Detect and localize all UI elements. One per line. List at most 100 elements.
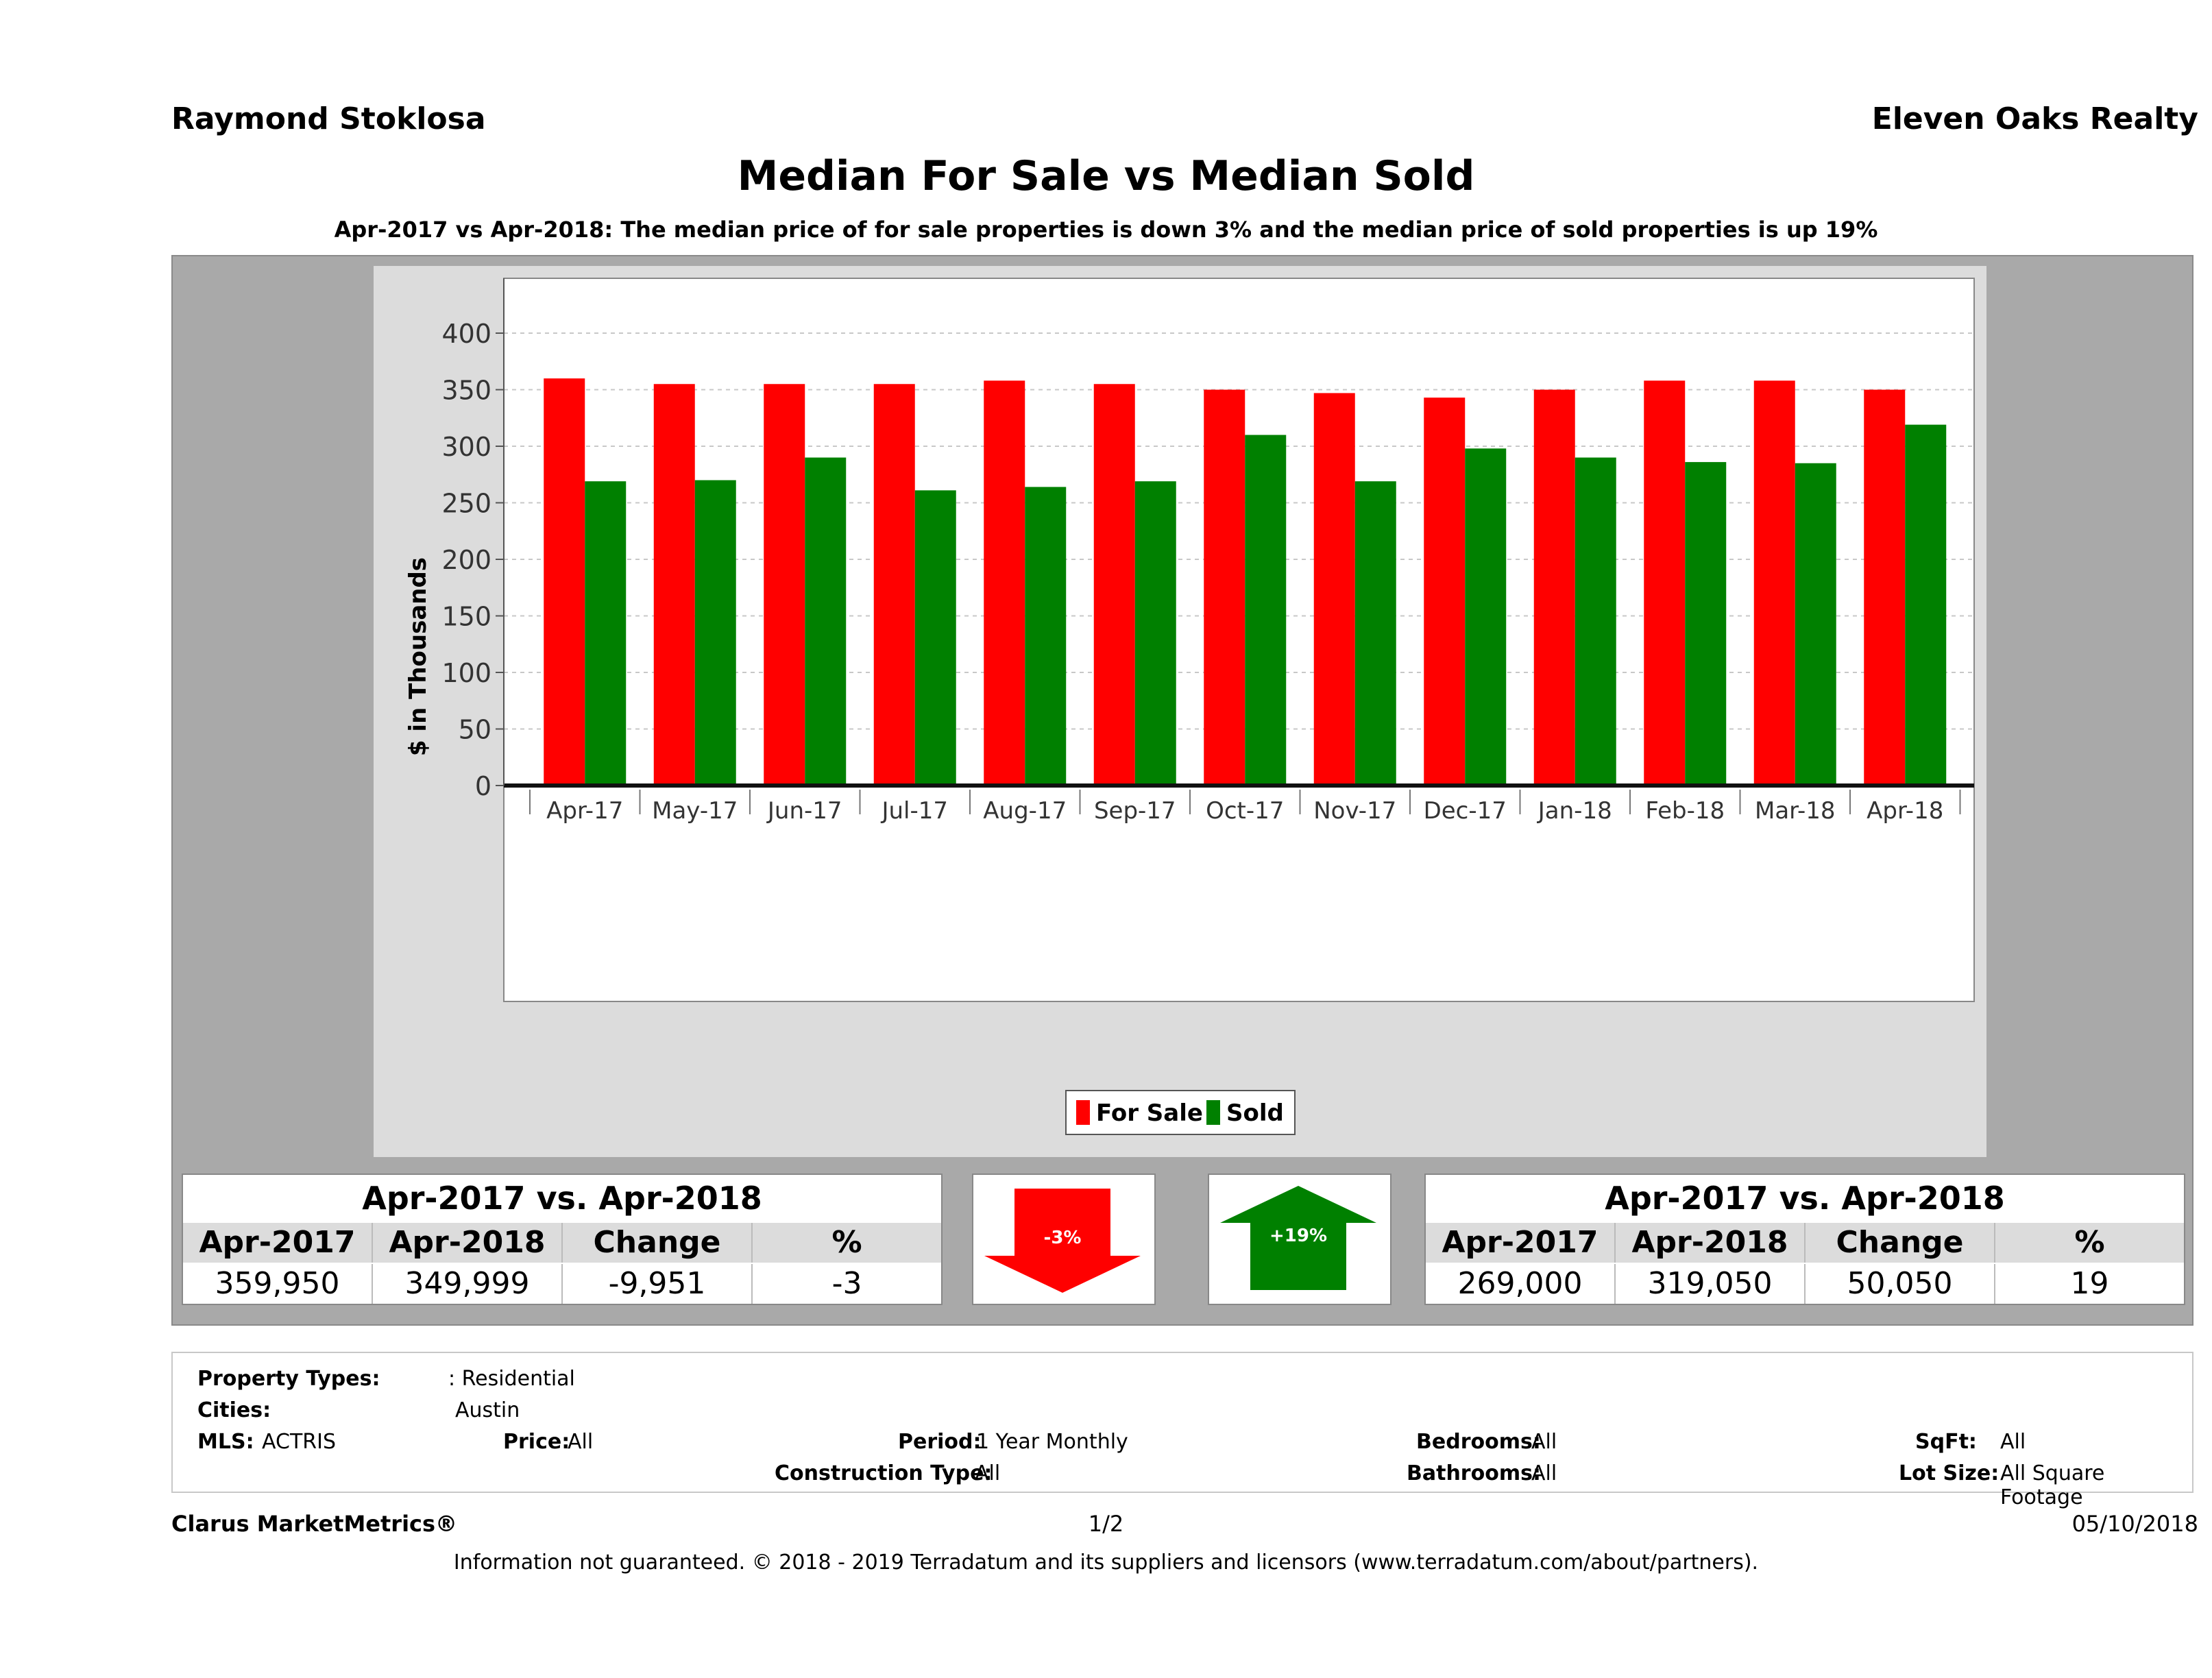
y-tick-label: 0 — [475, 771, 491, 801]
agent-name: Raymond Stoklosa — [171, 101, 486, 136]
bar-sold — [1685, 462, 1727, 786]
x-tick-label: Jun-17 — [766, 797, 842, 825]
legend: For Sale Sold — [1065, 1090, 1296, 1135]
cities-label: Cities: — [197, 1398, 271, 1422]
legend-label-sold: Sold — [1226, 1099, 1284, 1127]
bars — [544, 378, 1947, 786]
legend-box — [1065, 1090, 1296, 1135]
summary-header-row: Apr-2017 Apr-2018 Change % — [183, 1223, 941, 1263]
legend-swatch-sold — [1206, 1100, 1220, 1125]
y-tick-label: 250 — [441, 489, 491, 519]
property-types-label: Property Types: — [197, 1367, 380, 1391]
period-value: 1 Year Monthly — [976, 1430, 1128, 1454]
summary-value: 269,000 — [1426, 1264, 1616, 1304]
report-date: 05/10/2018 — [2071, 1511, 2198, 1537]
summary-value: 359,950 — [183, 1264, 373, 1304]
summary-col-header: Apr-2017 — [183, 1223, 373, 1263]
bar-for-sale — [873, 384, 915, 786]
summary-value: 50,050 — [1806, 1264, 1995, 1304]
x-tick-label: Jul-17 — [880, 797, 948, 825]
up-arrow-icon: +19% — [1220, 1186, 1376, 1290]
summary-col-header: Change — [563, 1223, 753, 1263]
cities-value: Austin — [455, 1398, 520, 1422]
summary-heading: Apr-2017 vs. Apr-2018 — [1605, 1180, 2005, 1217]
page-number: 1/2 — [1088, 1511, 1124, 1537]
sold-summary-table: Apr-2017 vs. Apr-2018 Apr-2017 Apr-2018 … — [1424, 1174, 2185, 1305]
bar-chart: 0 50 100 150 200 250 300 350 400 Apr-17 May-17 Jun-… — [404, 278, 1975, 1135]
bar-sold — [805, 457, 847, 786]
construction-type-value: All — [975, 1461, 1001, 1485]
bar-for-sale — [1753, 380, 1795, 786]
bathrooms-value: All — [1531, 1461, 1557, 1485]
bar-for-sale — [764, 384, 805, 786]
bar-for-sale — [544, 378, 585, 786]
summary-value-row: 359,950 349,999 -9,951 -3 — [183, 1264, 941, 1304]
axes: 0 50 100 150 200 250 300 350 400 Apr-17 May-17 Jun-… — [441, 278, 1974, 825]
x-tick-label: Dec-17 — [1424, 797, 1507, 825]
page-title: Median For Sale vs Median Sold — [737, 152, 1475, 200]
bar-sold — [914, 490, 956, 786]
mls-label: MLS: — [197, 1430, 254, 1454]
summary-value: 19 — [2070, 1266, 2109, 1301]
filter-criteria-panel: Property Types: : Residential Cities: Au… — [171, 1352, 2193, 1509]
for-sale-summary-table: Apr-2017 vs. Apr-2018 Apr-2017 Apr-2018 … — [182, 1174, 943, 1305]
company-name: Eleven Oaks Realty — [1871, 101, 2198, 136]
y-tick-label: 150 — [441, 602, 491, 632]
bar-sold — [585, 481, 627, 786]
disclaimer: Information not guaranteed. © 2018 - 201… — [453, 1551, 1759, 1574]
bar-sold — [1905, 424, 1947, 786]
summary-col-header: % — [831, 1225, 862, 1260]
bar-for-sale — [1533, 389, 1575, 786]
summary-col-header: Apr-2018 — [373, 1223, 563, 1263]
bar-sold — [1134, 481, 1176, 786]
bar-for-sale — [1864, 389, 1906, 786]
bar-for-sale — [984, 380, 1025, 786]
x-tick-label: Mar-18 — [1755, 797, 1836, 825]
price-label: Price: — [503, 1430, 570, 1454]
bar-for-sale — [1313, 393, 1355, 786]
y-tick-label: 200 — [441, 545, 491, 575]
x-tick-label: Jan-18 — [1537, 797, 1612, 825]
bar-sold — [694, 480, 736, 786]
x-tick-label: Oct-17 — [1206, 797, 1284, 825]
bar-for-sale — [653, 384, 695, 786]
period-label: Period: — [898, 1430, 982, 1454]
y-tick-label: 50 — [459, 715, 491, 745]
summary-value-row: 269,000 319,050 50,050 19 — [1426, 1264, 2184, 1304]
summary-heading: Apr-2017 vs. Apr-2018 — [362, 1180, 762, 1217]
summary-col-header: Apr-2017 — [1426, 1223, 1616, 1263]
bar-for-sale — [1424, 398, 1466, 786]
x-tick-label: Apr-18 — [1867, 797, 1943, 825]
bedrooms-label: Bedrooms: — [1416, 1430, 1541, 1454]
summary-value: 349,999 — [373, 1264, 563, 1304]
bar-sold — [1025, 487, 1067, 786]
summary-col-header: % — [2074, 1225, 2105, 1260]
bar-sold — [1245, 435, 1287, 786]
summary-col-header: Change — [1806, 1223, 1995, 1263]
down-arrow-panel: -3% — [972, 1174, 1156, 1305]
legend-swatch-for-sale — [1076, 1100, 1090, 1125]
page-subtitle: Apr-2017 vs Apr-2018: The median price o… — [334, 217, 1878, 243]
x-tick-label: Apr-17 — [546, 797, 623, 825]
x-tick-label: Sep-17 — [1094, 797, 1176, 825]
legend-label-for-sale: For Sale — [1096, 1099, 1203, 1127]
bar-for-sale — [1093, 384, 1135, 786]
bar-sold — [1354, 481, 1396, 786]
summary-col-header: Apr-2018 — [1616, 1223, 1806, 1263]
summary-value: -9,951 — [563, 1264, 753, 1304]
x-tick-label: May-17 — [652, 797, 738, 825]
summary-value: 319,050 — [1616, 1264, 1806, 1304]
y-tick-label: 400 — [441, 319, 491, 349]
sqft-label: SqFt: — [1915, 1430, 1977, 1454]
down-arrow-icon: -3% — [984, 1189, 1141, 1293]
price-value: All — [568, 1430, 594, 1454]
summary-value: -3 — [831, 1266, 862, 1301]
bathrooms-label: Bathrooms: — [1407, 1461, 1541, 1485]
y-tick-label: 300 — [441, 432, 491, 462]
property-types-value: : Residential — [448, 1367, 575, 1391]
bar-sold — [1795, 463, 1836, 786]
bar-sold — [1465, 448, 1507, 786]
lot-size-value: All Square Footage — [2000, 1461, 2105, 1509]
up-arrow-label: +19% — [1269, 1226, 1327, 1246]
up-arrow-panel: +19% — [1208, 1174, 1391, 1305]
